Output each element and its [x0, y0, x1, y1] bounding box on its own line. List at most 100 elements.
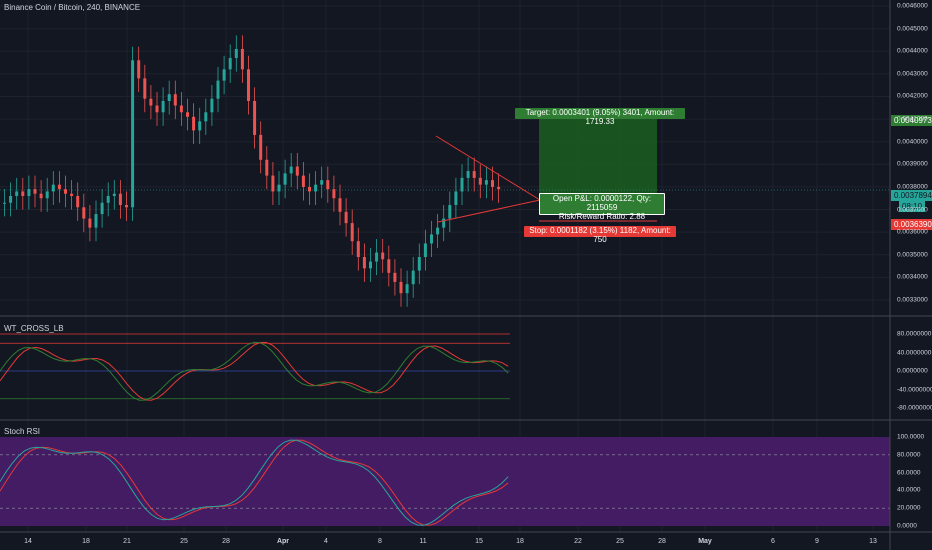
- candle-body: [45, 191, 49, 199]
- stop-price-tag: 0.0036390: [891, 219, 932, 230]
- time-tick-label: 18: [82, 538, 90, 545]
- price-tick-label: 0.0037000: [897, 206, 928, 214]
- candle-body: [51, 184, 55, 192]
- price-tick-label: 0.0041000: [897, 115, 928, 123]
- candle-body: [448, 205, 452, 219]
- candle-body: [106, 195, 110, 203]
- time-tick-label: 11: [419, 538, 427, 545]
- candle-body: [210, 98, 214, 113]
- stoch-pane-title[interactable]: Stoch RSI: [4, 427, 41, 436]
- candle-body: [155, 105, 159, 113]
- candle-body: [423, 243, 427, 258]
- candle-body: [198, 121, 202, 131]
- candle-body: [387, 259, 391, 273]
- open-pl-box[interactable]: Open P&L: 0.0000122, Qty: 2115059 Risk/R…: [539, 193, 665, 221]
- candle-body: [497, 186, 501, 190]
- upper-trendline: [435, 135, 541, 201]
- lower-trendline: [437, 199, 541, 223]
- candle-body: [417, 257, 421, 271]
- price-tick-label: 0.0044000: [897, 47, 928, 55]
- candle-body: [186, 112, 189, 117]
- wt-pane-title[interactable]: WT_CROSS_LB: [4, 324, 64, 333]
- candle-body: [338, 198, 342, 212]
- candle-body: [405, 284, 409, 294]
- candle-body: [192, 116, 196, 131]
- candle-body: [234, 48, 238, 59]
- time-tick-label: 13: [869, 538, 877, 545]
- candle-body: [308, 186, 311, 192]
- candle-body: [350, 223, 354, 242]
- stoch-tick-label: 0.0000: [897, 522, 917, 530]
- time-tick-label: 18: [516, 538, 524, 545]
- price-tick-label: 0.0033000: [897, 296, 928, 304]
- candle-body: [442, 218, 446, 228]
- candle-body: [88, 218, 92, 228]
- stoch-k-line: [0, 439, 509, 526]
- wt-tick-label: 80.0000000: [897, 330, 932, 338]
- candle-body: [70, 193, 74, 196]
- time-tick-label: 21: [123, 538, 131, 545]
- candle-body: [460, 177, 464, 192]
- time-tick-label: 22: [574, 538, 582, 545]
- candle-body: [76, 195, 80, 208]
- price-tick-label: 0.0043000: [897, 70, 928, 78]
- time-tick-label: 9: [815, 538, 819, 545]
- candlestick-series: [3, 35, 501, 307]
- candle-body: [277, 184, 281, 192]
- price-tick-label: 0.0034000: [897, 273, 928, 281]
- current-price-tag: 0.0037894: [891, 190, 932, 201]
- candle-body: [259, 134, 263, 160]
- candle-body: [57, 184, 61, 190]
- candle-body: [216, 80, 220, 99]
- candle-body: [332, 189, 336, 199]
- candle-body: [131, 60, 135, 208]
- candle-body: [381, 252, 385, 260]
- price-tick-label: 0.0036000: [897, 228, 928, 236]
- candle-body: [21, 191, 25, 196]
- target-label[interactable]: Target: 0.0003401 (9.05%) 3401, Amount: …: [515, 108, 685, 126]
- candle-body: [253, 100, 257, 135]
- candle-body: [344, 211, 348, 224]
- candle-body: [430, 234, 433, 244]
- candle-body: [9, 195, 13, 203]
- candle-body: [466, 171, 470, 178]
- candle-body: [173, 94, 177, 106]
- price-tick-label: 0.0040000: [897, 138, 928, 146]
- candle-body: [161, 100, 165, 113]
- target-zone-rect: [539, 118, 657, 194]
- candle-body: [167, 94, 171, 101]
- stoch-tick-label: 40.0000: [897, 486, 921, 494]
- candle-body: [399, 281, 403, 294]
- candle-body: [137, 60, 141, 79]
- time-tick-label: 8: [378, 538, 382, 545]
- price-tick-label: 0.0046000: [897, 2, 928, 10]
- price-tick-label: 0.0038000: [897, 183, 928, 191]
- price-tick-label: 0.0042000: [897, 92, 928, 100]
- candle-body: [240, 48, 244, 70]
- time-tick-label: 28: [222, 538, 230, 545]
- candle-body: [472, 171, 476, 178]
- price-tick-label: 0.0039000: [897, 160, 928, 168]
- candle-body: [320, 180, 324, 185]
- risk-reward-label: Risk/Reward Ratio: 2.88: [558, 212, 646, 221]
- time-tick-label: May: [698, 538, 712, 545]
- wt-tick-label: 0.0000000: [897, 367, 928, 375]
- wt-tick-label: 40.0000000: [897, 349, 932, 356]
- stoch-tick-label: 100.0000: [897, 433, 925, 441]
- candle-body: [247, 69, 250, 101]
- candle-body: [362, 257, 366, 269]
- candle-body: [118, 193, 122, 206]
- candle-body: [454, 191, 458, 206]
- candle-body: [491, 180, 494, 187]
- candle-body: [271, 175, 275, 192]
- time-tick-label: 25: [616, 538, 624, 545]
- time-tick-label: 6: [771, 538, 775, 545]
- wt1-line: [0, 341, 509, 401]
- candle-body: [143, 78, 147, 99]
- stoch-tick-label: 80.0000: [897, 451, 921, 459]
- candle-body: [27, 189, 31, 196]
- wt2-line: [0, 341, 509, 401]
- stop-label[interactable]: Stop: 0.0001182 (3.15%) 1182, Amount: 75…: [524, 226, 676, 244]
- candle-body: [301, 175, 305, 187]
